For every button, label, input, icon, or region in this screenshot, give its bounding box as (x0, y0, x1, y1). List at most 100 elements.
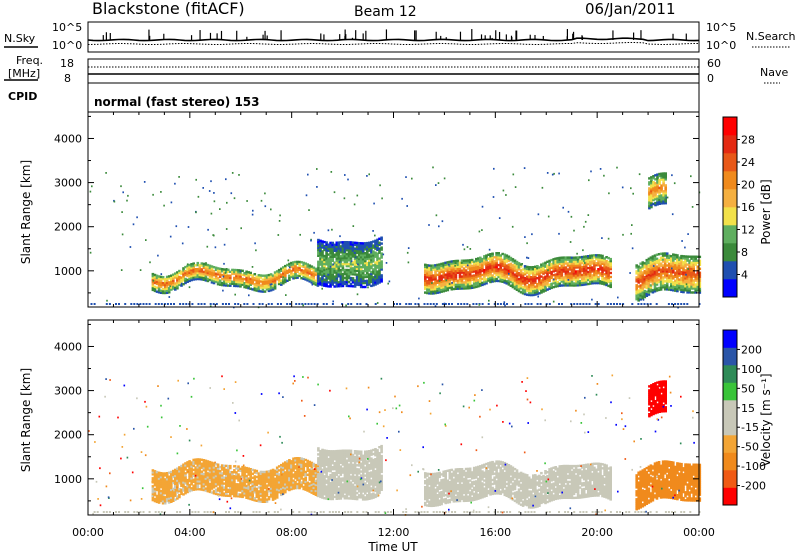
data-cell (554, 279, 557, 282)
data-cell (475, 271, 478, 275)
data-cell (440, 274, 443, 277)
data-cell (665, 278, 669, 281)
data-cell (308, 280, 312, 283)
data-cell (317, 264, 320, 267)
data-cell (597, 256, 600, 259)
data-cell (288, 472, 291, 476)
data-cell (243, 470, 246, 473)
data-cell (215, 303, 218, 305)
data-cell (265, 286, 269, 289)
data-cell (456, 279, 460, 282)
data-cell (607, 264, 610, 268)
data-cell (548, 271, 551, 274)
data-cell (170, 500, 173, 503)
data-cell (448, 263, 450, 266)
data-cell (172, 479, 175, 483)
data-cell (670, 272, 673, 276)
data-cell (663, 274, 667, 277)
nsearch-label: N.Search (746, 30, 796, 43)
data-cell (286, 483, 289, 487)
data-cell (300, 477, 303, 480)
data-cell (576, 252, 578, 255)
data-cell (426, 303, 429, 305)
data-cell (364, 244, 367, 247)
data-cell (562, 280, 566, 283)
data-cell (288, 463, 291, 466)
data-cell (517, 287, 521, 291)
data-cell (180, 472, 183, 476)
data-cell (589, 254, 592, 257)
data-cell (368, 273, 371, 276)
data-cell (212, 462, 216, 465)
data-cell (225, 272, 228, 275)
data-cell (546, 260, 549, 263)
data-cell (677, 306, 679, 309)
data-cell (317, 494, 320, 498)
data-cell (229, 270, 232, 273)
data-cell (331, 251, 334, 254)
data-cell (678, 264, 681, 267)
data-cell (353, 281, 357, 284)
data-cell (462, 261, 466, 264)
data-cell (599, 282, 602, 285)
data-cell (321, 254, 324, 257)
data-cell (325, 255, 328, 258)
data-cell (688, 281, 691, 284)
data-cell (481, 283, 484, 287)
data-cell (657, 268, 661, 272)
data-cell (456, 283, 460, 286)
data-cell (430, 280, 433, 283)
data-cell (382, 253, 385, 256)
data-cell (204, 467, 208, 470)
data-cell (170, 498, 173, 501)
data-cell (479, 258, 482, 261)
data-cell (351, 267, 355, 270)
data-cell (374, 283, 377, 286)
data-cell (172, 287, 175, 290)
data-cell (509, 270, 513, 274)
data-cell (294, 260, 297, 264)
data-cell (682, 284, 685, 288)
data-cell (589, 280, 592, 283)
data-cell (180, 284, 183, 287)
data-cell (364, 256, 367, 259)
data-cell (321, 276, 324, 279)
data-cell (574, 280, 578, 283)
data-cell (218, 465, 222, 469)
data-cell (277, 469, 281, 472)
data-cell (246, 200, 248, 202)
data-cell (282, 474, 285, 477)
data-cell (263, 472, 267, 476)
data-cell (204, 479, 208, 482)
data-cell (650, 192, 653, 195)
data-cell (568, 276, 572, 279)
data-cell (546, 288, 549, 291)
data-cell (325, 251, 328, 254)
data-cell (321, 488, 324, 491)
data-cell (229, 484, 232, 488)
data-cell (284, 276, 287, 280)
data-cell (680, 266, 683, 270)
data-cell (378, 237, 381, 240)
data-cell (321, 244, 324, 247)
data-cell (288, 467, 291, 470)
data-cell (368, 173, 370, 176)
data-cell (608, 192, 610, 195)
data-cell (657, 278, 661, 282)
data-cell (225, 492, 228, 495)
data-cell (656, 201, 659, 204)
data-cell (259, 274, 263, 277)
data-cell (316, 186, 318, 188)
data-cell (190, 473, 193, 476)
data-cell (597, 268, 600, 271)
data-cell (339, 282, 343, 286)
data-cell (466, 277, 470, 280)
data-cell (698, 285, 702, 288)
data-cell (376, 244, 379, 247)
data-cell (259, 290, 263, 293)
data-cell (477, 283, 480, 286)
data-cell (220, 494, 224, 497)
data-cell (265, 474, 269, 477)
data-cell (368, 245, 371, 248)
data-cell (690, 283, 693, 286)
